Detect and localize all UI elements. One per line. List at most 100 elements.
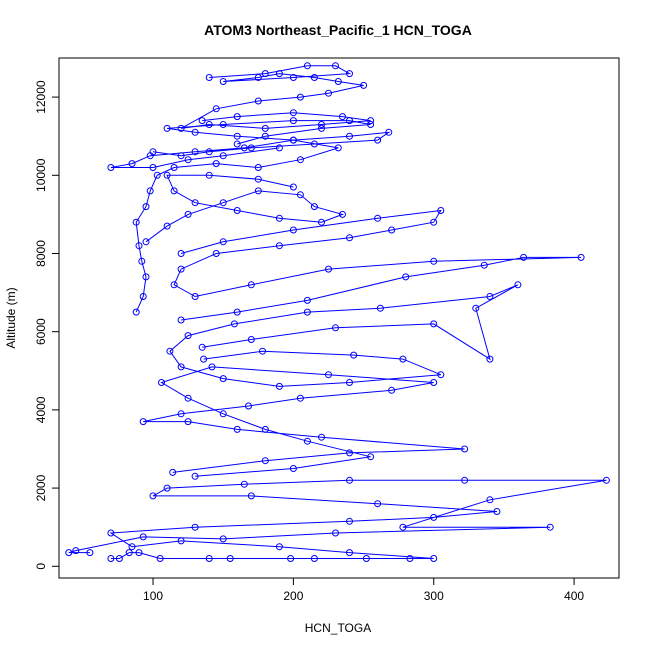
data-point xyxy=(310,203,318,211)
data-point xyxy=(318,433,325,441)
data-point xyxy=(247,492,255,500)
data-point xyxy=(247,336,255,343)
data-point xyxy=(205,121,213,128)
data-point xyxy=(367,453,375,461)
data-point xyxy=(346,70,353,78)
data-point xyxy=(318,218,325,226)
data-point xyxy=(346,517,353,525)
data-point xyxy=(360,81,368,89)
data-point xyxy=(261,124,269,132)
data-point xyxy=(65,549,73,557)
data-point xyxy=(296,93,304,101)
data-point xyxy=(139,533,147,541)
data-point xyxy=(577,253,585,261)
data-point xyxy=(205,171,213,179)
y-tick-label: 10000 xyxy=(34,158,48,192)
data-point xyxy=(149,492,157,500)
data-point xyxy=(289,136,297,144)
series-3 xyxy=(166,281,522,390)
data-point xyxy=(289,117,297,125)
data-point xyxy=(430,513,438,521)
data-point xyxy=(388,386,396,394)
data-point xyxy=(198,343,206,351)
x-tick-label: 200 xyxy=(283,589,303,603)
data-point xyxy=(184,332,192,340)
data-point xyxy=(367,121,375,128)
data-point xyxy=(142,203,150,211)
data-point xyxy=(303,308,311,316)
data-point xyxy=(170,281,178,289)
data-point xyxy=(261,425,269,433)
data-point xyxy=(208,363,216,371)
data-point xyxy=(184,156,192,164)
data-point xyxy=(163,222,171,230)
data-point xyxy=(240,144,248,152)
series-line xyxy=(145,174,345,243)
data-point xyxy=(350,351,358,359)
data-point xyxy=(275,70,283,78)
data-point xyxy=(177,363,185,371)
data-point xyxy=(128,543,136,551)
data-point xyxy=(275,382,283,390)
data-point xyxy=(325,89,332,97)
data-point xyxy=(275,543,283,551)
data-point xyxy=(374,214,382,222)
data-point xyxy=(219,238,227,246)
data-point xyxy=(177,124,185,132)
data-point xyxy=(259,347,266,355)
data-point xyxy=(376,304,384,312)
y-tick-label: 8000 xyxy=(34,240,48,267)
series-1 xyxy=(65,476,610,562)
plot-area xyxy=(65,62,610,562)
data-point xyxy=(310,74,318,81)
data-point xyxy=(287,555,295,562)
data-point xyxy=(289,226,297,234)
data-point xyxy=(139,418,147,426)
data-point xyxy=(245,402,252,410)
data-point xyxy=(289,74,297,81)
data-point xyxy=(163,171,171,179)
data-point xyxy=(402,273,410,281)
data-point xyxy=(219,199,227,207)
data-point xyxy=(261,132,269,140)
data-point xyxy=(303,296,311,304)
data-point xyxy=(163,124,171,132)
y-tick-label: 12000 xyxy=(34,80,48,114)
x-tick-label: 400 xyxy=(564,589,584,603)
series-7 xyxy=(177,62,375,132)
data-point xyxy=(486,496,494,504)
data-point xyxy=(107,164,115,171)
data-point xyxy=(230,320,238,328)
data-point xyxy=(388,226,396,234)
data-point xyxy=(107,529,115,537)
data-point xyxy=(602,476,610,484)
data-point xyxy=(374,500,382,508)
data-point xyxy=(318,121,325,128)
data-point xyxy=(289,183,297,191)
data-point xyxy=(514,281,522,289)
data-point xyxy=(212,250,220,257)
x-tick-label: 300 xyxy=(424,589,444,603)
data-point xyxy=(149,164,157,171)
series-line xyxy=(180,65,371,129)
series-line xyxy=(173,209,582,321)
data-point xyxy=(212,105,220,113)
data-point xyxy=(247,144,255,152)
x-tick-label: 100 xyxy=(143,589,163,603)
series-line xyxy=(110,131,391,168)
data-point xyxy=(339,210,346,218)
data-point xyxy=(367,117,375,125)
data-point xyxy=(346,379,353,386)
data-point xyxy=(184,394,192,402)
data-point xyxy=(200,355,208,363)
data-point xyxy=(198,117,206,125)
data-point xyxy=(135,549,143,557)
data-point xyxy=(289,465,297,472)
data-point xyxy=(233,140,241,148)
data-point xyxy=(339,113,346,121)
data-point xyxy=(139,293,147,300)
data-point xyxy=(296,156,304,164)
data-point xyxy=(437,371,445,379)
data-point xyxy=(177,152,185,160)
